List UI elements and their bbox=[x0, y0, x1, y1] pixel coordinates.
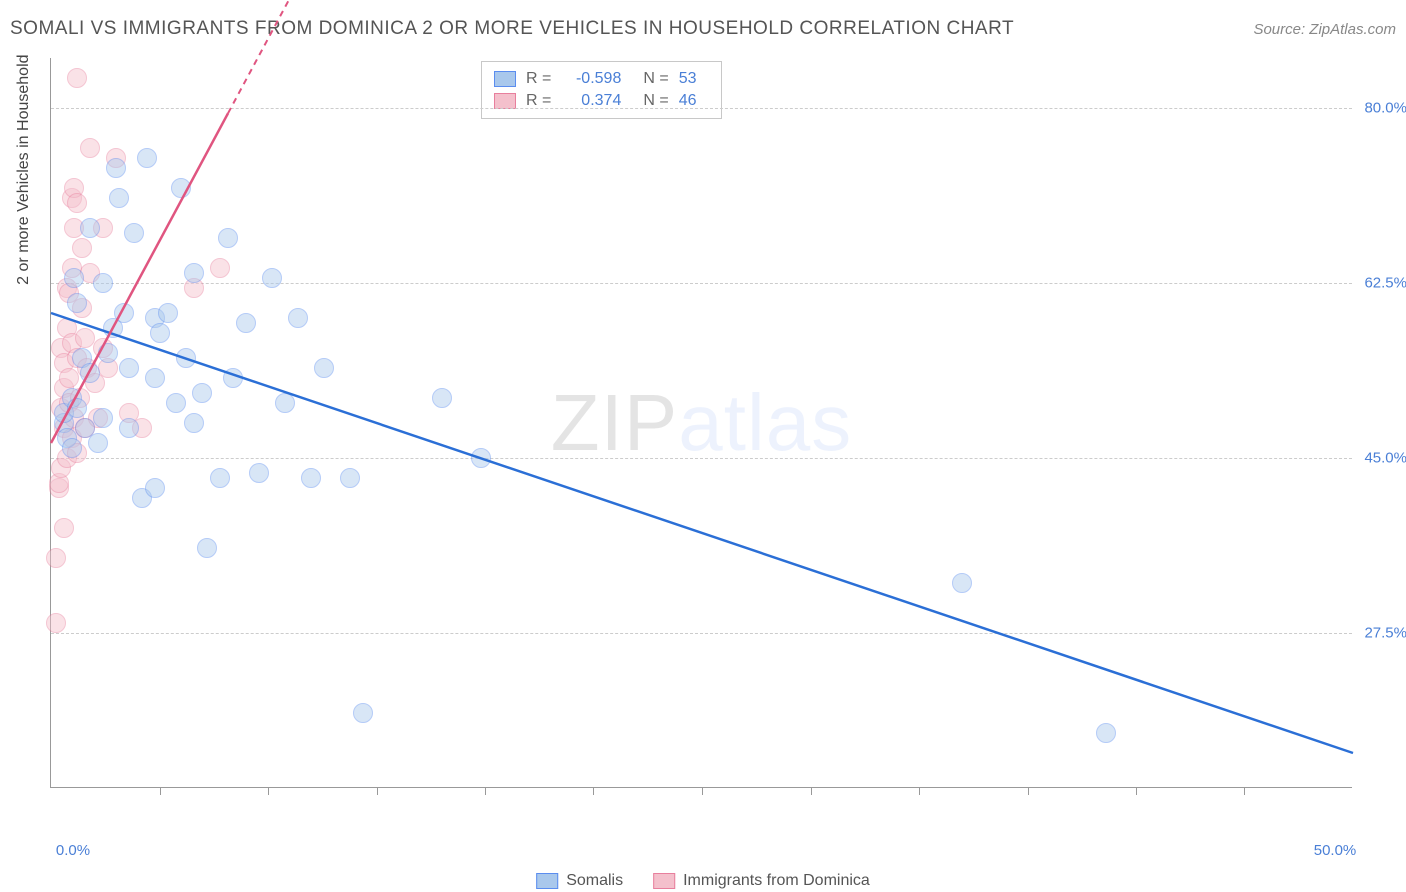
data-point-somalis bbox=[145, 368, 165, 388]
data-point-somalis bbox=[288, 308, 308, 328]
data-point-somalis bbox=[176, 348, 196, 368]
data-point-somalis bbox=[119, 358, 139, 378]
data-point-somalis bbox=[158, 303, 178, 323]
data-point-dominica bbox=[54, 518, 74, 538]
data-point-somalis bbox=[210, 468, 230, 488]
n-value-somalis: 53 bbox=[679, 70, 709, 88]
x-tick-mark bbox=[1136, 787, 1137, 795]
data-point-somalis bbox=[171, 178, 191, 198]
data-point-somalis bbox=[1096, 723, 1116, 743]
data-point-somalis bbox=[67, 293, 87, 313]
data-point-dominica bbox=[67, 68, 87, 88]
legend-label: Immigrants from Dominica bbox=[683, 872, 870, 890]
x-tick-mark bbox=[1028, 787, 1029, 795]
x-tick-mark bbox=[919, 787, 920, 795]
data-point-somalis bbox=[80, 363, 100, 383]
gridline-h bbox=[51, 458, 1352, 459]
data-point-dominica bbox=[46, 548, 66, 568]
watermark-main: ZIP bbox=[551, 378, 678, 467]
legend-item: Immigrants from Dominica bbox=[653, 872, 870, 890]
x-tick-label: 0.0% bbox=[56, 842, 90, 859]
gridline-h bbox=[51, 283, 1352, 284]
data-point-somalis bbox=[93, 408, 113, 428]
data-point-somalis bbox=[114, 303, 134, 323]
data-point-somalis bbox=[432, 388, 452, 408]
data-point-somalis bbox=[145, 478, 165, 498]
watermark: ZIPatlas bbox=[551, 377, 852, 469]
y-tick-label: 80.0% bbox=[1357, 100, 1406, 117]
data-point-somalis bbox=[192, 383, 212, 403]
data-point-somalis bbox=[952, 573, 972, 593]
data-point-somalis bbox=[109, 188, 129, 208]
x-tick-mark bbox=[377, 787, 378, 795]
data-point-dominica bbox=[67, 193, 87, 213]
x-tick-mark bbox=[593, 787, 594, 795]
data-point-dominica bbox=[210, 258, 230, 278]
data-point-dominica bbox=[80, 138, 100, 158]
swatch-dominica bbox=[494, 93, 516, 109]
series-legend: Somalis Immigrants from Dominica bbox=[536, 872, 870, 890]
data-point-somalis bbox=[301, 468, 321, 488]
correlation-row-somalis: R = -0.598 N = 53 bbox=[494, 68, 709, 90]
data-point-somalis bbox=[184, 413, 204, 433]
swatch-somalis bbox=[494, 71, 516, 87]
watermark-sub: atlas bbox=[678, 378, 852, 467]
data-point-dominica bbox=[59, 368, 79, 388]
source-label: Source: ZipAtlas.com bbox=[1253, 21, 1396, 38]
data-point-somalis bbox=[340, 468, 360, 488]
correlation-legend: R =-0.598N =53R =0.374N =46 bbox=[481, 61, 722, 119]
data-point-somalis bbox=[64, 268, 84, 288]
data-point-somalis bbox=[262, 268, 282, 288]
gridline-h bbox=[51, 633, 1352, 634]
data-point-somalis bbox=[353, 703, 373, 723]
data-point-somalis bbox=[197, 538, 217, 558]
x-tick-mark bbox=[811, 787, 812, 795]
legend-swatch bbox=[536, 873, 558, 889]
data-point-somalis bbox=[166, 393, 186, 413]
data-point-somalis bbox=[106, 158, 126, 178]
data-point-somalis bbox=[124, 223, 144, 243]
y-tick-label: 62.5% bbox=[1357, 275, 1406, 292]
x-tick-mark bbox=[485, 787, 486, 795]
data-point-somalis bbox=[62, 438, 82, 458]
data-point-dominica bbox=[46, 613, 66, 633]
y-tick-label: 45.0% bbox=[1357, 450, 1406, 467]
chart-title: SOMALI VS IMMIGRANTS FROM DOMINICA 2 OR … bbox=[10, 18, 1014, 40]
gridline-h bbox=[51, 108, 1352, 109]
n-label: N = bbox=[643, 70, 668, 88]
data-point-somalis bbox=[249, 463, 269, 483]
data-point-dominica bbox=[75, 328, 95, 348]
data-point-somalis bbox=[314, 358, 334, 378]
x-tick-label: 50.0% bbox=[1314, 842, 1357, 859]
data-point-somalis bbox=[80, 218, 100, 238]
x-tick-mark bbox=[702, 787, 703, 795]
data-point-dominica bbox=[72, 238, 92, 258]
data-point-somalis bbox=[98, 343, 118, 363]
data-point-somalis bbox=[67, 398, 87, 418]
data-point-somalis bbox=[88, 433, 108, 453]
scatter-plot: ZIPatlas R =-0.598N =53R =0.374N =46 27.… bbox=[50, 58, 1352, 788]
trend-lines bbox=[51, 58, 1353, 788]
data-point-somalis bbox=[236, 313, 256, 333]
data-point-somalis bbox=[137, 148, 157, 168]
x-tick-mark bbox=[1244, 787, 1245, 795]
data-point-somalis bbox=[93, 273, 113, 293]
data-point-somalis bbox=[150, 323, 170, 343]
legend-swatch bbox=[653, 873, 675, 889]
r-value-somalis: -0.598 bbox=[561, 70, 621, 88]
x-tick-mark bbox=[160, 787, 161, 795]
data-point-somalis bbox=[223, 368, 243, 388]
x-tick-mark bbox=[268, 787, 269, 795]
y-axis-title: 2 or more Vehicles in Household bbox=[15, 54, 33, 284]
r-label: R = bbox=[526, 70, 551, 88]
data-point-somalis bbox=[275, 393, 295, 413]
data-point-somalis bbox=[218, 228, 238, 248]
legend-label: Somalis bbox=[566, 872, 623, 890]
data-point-somalis bbox=[471, 448, 491, 468]
data-point-somalis bbox=[184, 263, 204, 283]
y-tick-label: 27.5% bbox=[1357, 625, 1406, 642]
title-bar: SOMALI VS IMMIGRANTS FROM DOMINICA 2 OR … bbox=[10, 18, 1396, 40]
legend-item: Somalis bbox=[536, 872, 623, 890]
data-point-somalis bbox=[119, 418, 139, 438]
